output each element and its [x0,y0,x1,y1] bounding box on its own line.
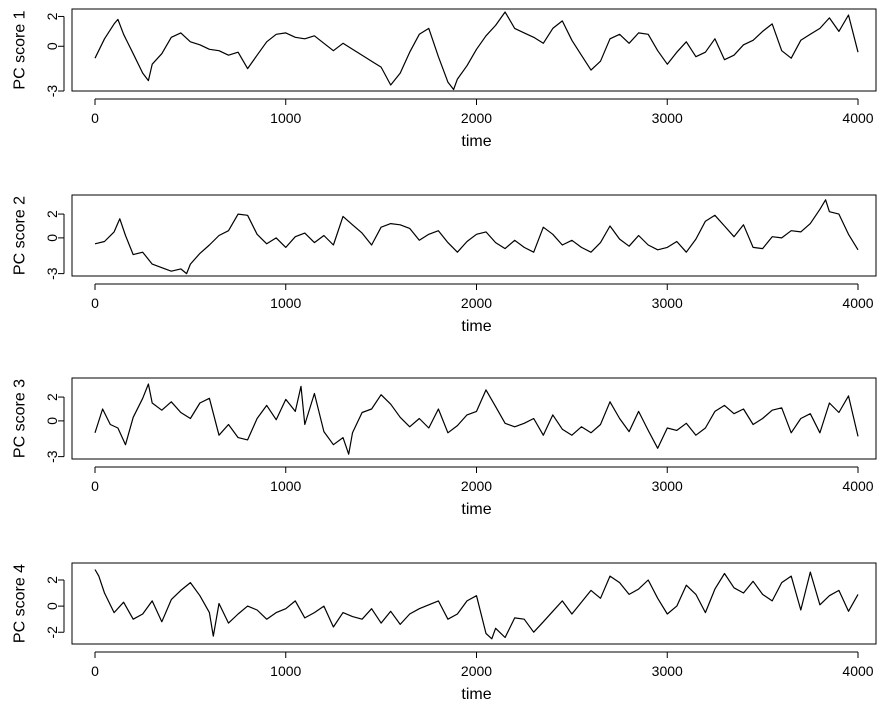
x-axis-label: time [461,133,491,150]
x-tick-label: 0 [91,295,99,311]
x-axis-label: time [461,318,491,335]
y-tick-label: 2 [44,393,60,401]
x-tick-label: 4000 [842,295,873,311]
plot-frame [71,8,877,92]
y-tick-label: 2 [44,12,60,20]
y-tick-label: 2 [44,576,60,584]
series-line-1 [94,11,859,91]
x-axis-label: time [461,501,491,518]
x-tick-label: 2000 [461,663,492,679]
x-tick-label: 4000 [842,478,873,494]
y-tick-label: 2 [44,210,60,218]
series-line-3 [94,383,859,455]
x-tick-label: 4000 [842,110,873,126]
panel-3: 0 1000 2000 3000 4000 time -3 0 2 PC score 3 [12,377,877,518]
series-line-2 [94,199,859,275]
panel-2: 0 1000 2000 3000 4000 time -3 0 2 PC score 2 [12,194,877,335]
x-tick-label: 1000 [270,110,301,126]
panel-1: 0 1000 2000 3000 4000 time -3 0 2 PC score 1 [12,8,877,150]
panel-4: 0 1000 2000 3000 4000 time -2 0 2 PC score 4 [12,562,877,703]
series-line-4 [94,569,859,640]
x-tick-label: 3000 [652,663,683,679]
y-axis-label: PC score 4 [12,564,29,643]
y-tick-label: -3 [44,85,60,98]
y-axis-label: PC score 3 [12,379,29,458]
x-axis-label: time [461,686,491,703]
x-tick-label: 1000 [270,295,301,311]
y-tick-label: -3 [44,267,60,280]
x-tick-label: 3000 [652,295,683,311]
y-tick-label: 0 [44,234,60,242]
y-tick-label: 0 [44,602,60,610]
y-tick-label: -3 [44,450,60,463]
y-axis-label: PC score 2 [12,196,29,275]
y-tick-label: 0 [44,417,60,425]
x-tick-label: 2000 [461,478,492,494]
y-tick-label: 0 [44,42,60,50]
plot-frame [71,377,877,460]
x-tick-label: 2000 [461,110,492,126]
plot-frame [71,562,877,645]
x-tick-label: 0 [91,478,99,494]
x-tick-label: 1000 [270,478,301,494]
x-tick-label: 3000 [652,110,683,126]
y-tick-label: -2 [44,626,60,639]
x-tick-label: 1000 [270,663,301,679]
plot-frame [71,194,877,277]
x-tick-label: 0 [91,110,99,126]
x-tick-label: 2000 [461,295,492,311]
y-axis-label: PC score 1 [12,10,29,89]
x-tick-label: 4000 [842,663,873,679]
x-tick-label: 0 [91,663,99,679]
x-tick-label: 3000 [652,478,683,494]
